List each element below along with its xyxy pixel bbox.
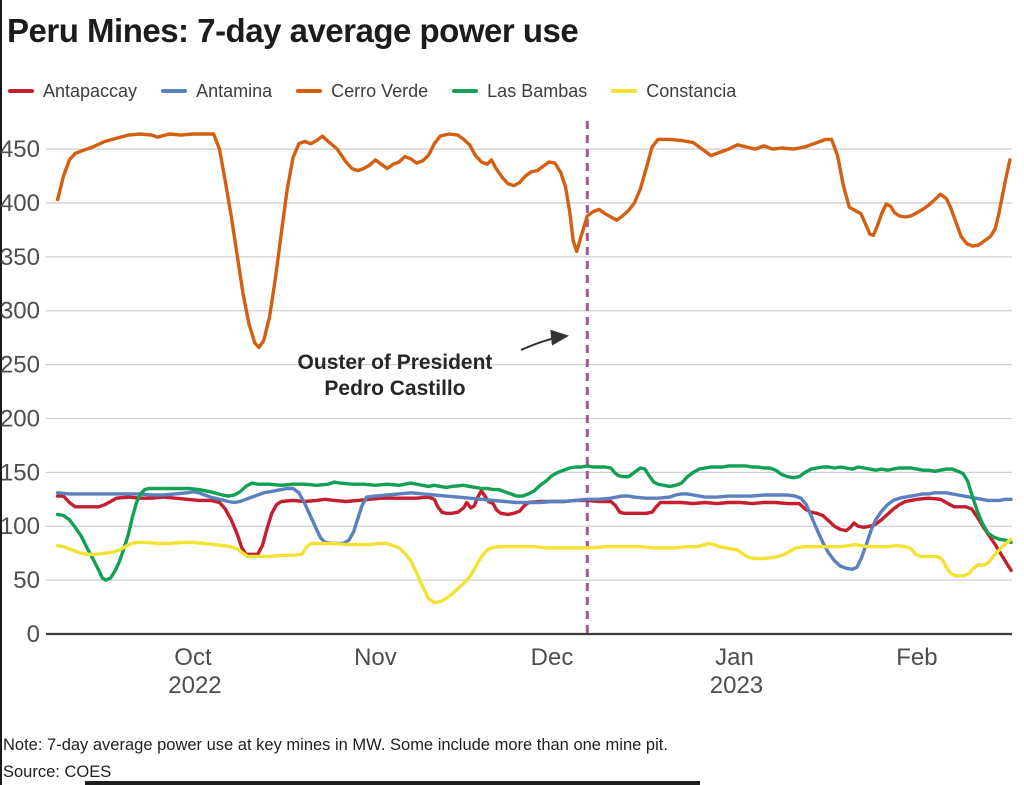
legend-swatch-antamina	[161, 89, 188, 93]
legend-swatch-constancia	[611, 89, 638, 93]
x-year-label-2022: 2022	[168, 672, 221, 699]
legend-item-constancia: Constancia	[611, 81, 736, 102]
legend-label-antamina: Antamina	[196, 80, 273, 101]
x-tick-label-feb: Feb	[896, 644, 937, 671]
x-tick-label-nov: Nov	[354, 644, 397, 671]
legend-label-cerro_verde: Cerro Verde	[331, 80, 429, 101]
series-line-cerro_verde	[55, 132, 1012, 350]
y-tick-label-0: 0	[27, 621, 40, 648]
source-line: Source: COES	[3, 763, 112, 781]
y-tick-label-50: 50	[13, 567, 40, 594]
y-tick-label-200: 200	[0, 405, 40, 432]
series-line-antamina	[55, 486, 1013, 571]
legend-swatch-cerro_verde	[296, 89, 323, 93]
y-tick-label-150: 150	[0, 459, 40, 486]
legend-item-antapaccay: Antapaccay	[8, 81, 137, 102]
y-tick-label-450: 450	[0, 136, 40, 163]
x-tick-label-oct: Oct	[174, 644, 212, 671]
window-left-border	[0, 0, 2, 785]
annotation-line-2: Pedro Castillo	[324, 377, 466, 400]
chart-title: Peru Mines: 7-day average power use	[7, 12, 579, 49]
series-line-las_bambas	[55, 464, 1013, 582]
y-tick-label-300: 300	[0, 298, 40, 325]
legend-item-cerro_verde: Cerro Verde	[296, 81, 428, 102]
legend: Antapaccay Antamina Cerro Verde Las Bambas C…	[8, 80, 736, 102]
series-line-constancia	[55, 537, 1013, 605]
annotation-line-1: Ouster of President	[297, 351, 493, 374]
legend-swatch-antapaccay	[8, 89, 34, 93]
bottom-edge-bar	[85, 781, 700, 785]
legend-swatch-las_bambas	[452, 89, 479, 93]
y-tick-label-350: 350	[0, 244, 40, 271]
annotation-arrow	[520, 329, 569, 351]
footnote: Note: 7-day average power use at key min…	[3, 736, 668, 754]
legend-label-las_bambas: Las Bambas	[487, 80, 588, 101]
y-tick-label-400: 400	[0, 190, 40, 217]
legend-label-constancia: Constancia	[646, 80, 737, 101]
x-tick-label-dec: Dec	[531, 644, 574, 671]
legend-label-antapaccay: Antapaccay	[43, 80, 138, 101]
legend-item-las_bambas: Las Bambas	[452, 81, 587, 102]
x-year-label-2023: 2023	[710, 672, 763, 699]
series-line-antapaccay	[55, 489, 1013, 573]
legend-item-antamina: Antamina	[161, 81, 272, 102]
y-tick-label-100: 100	[0, 513, 40, 540]
x-tick-label-jan: Jan	[715, 644, 754, 671]
y-tick-label-250: 250	[0, 352, 40, 379]
